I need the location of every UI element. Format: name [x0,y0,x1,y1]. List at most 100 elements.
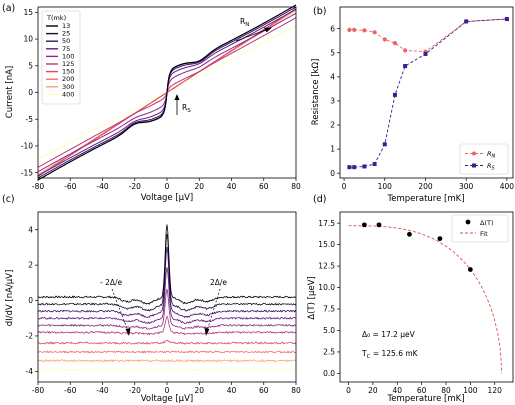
didv-xlabel: Voltage [μV] [141,394,193,404]
gap-point [376,222,382,228]
iv-ytick-label: 15 [23,8,33,17]
didv-series-9 [37,367,297,372]
iv-legend-label-150: 150 [62,68,74,76]
resistance-legend-label-S: RS [487,162,496,172]
resistance-xtick-label: 100 [378,182,393,191]
gap-point [467,267,473,272]
iv-legend-label-200: 200 [62,75,74,83]
gap-xlabel: Temperature [mK] [386,394,464,404]
rn-label: RN [240,17,249,28]
didv-series-1 [37,233,297,312]
didv-xtick-label: -20 [129,386,141,395]
gap-line-right [206,288,221,332]
resistance-legend-entries: RN RS [465,150,496,172]
resistance-plot-area [347,16,509,170]
resistance-ytick-label: 1 [330,145,335,154]
gap-plot-area [348,222,502,374]
resistance-xtick-label: 0 [342,182,347,191]
gap-arrow-right [204,328,210,336]
iv-plot-area [37,4,297,181]
didv-xtick-label: 80 [291,386,301,395]
iv-ytick-label: -5 [26,115,34,124]
iv-xtick-label: 40 [227,182,237,191]
iv-legend-label-300: 300 [62,83,74,91]
iv-xtick-label: -40 [96,182,108,191]
didv-ytick-label: 2 [28,261,33,270]
didv-xtick-label: 40 [227,386,237,395]
iv-series-13 [37,4,297,181]
didv-ytick-label: -2 [26,332,34,341]
rn-arrow-head [264,27,272,33]
gap-xtick-label: 100 [463,386,478,395]
didv-plot-area [37,224,297,372]
resistance-line-N [349,18,507,53]
gap-arrow-left [125,328,131,336]
iv-ytick-label: -15 [21,168,33,177]
iv-xtick-label: -20 [129,182,141,191]
resistance-point-S [504,17,509,22]
delta0-text: Δ₀ = 17.2 μeV [362,330,416,339]
iv-legend-label-50: 50 [62,37,70,45]
didv-xtick-label: 60 [259,386,269,395]
iv-xtick-label: 60 [259,182,269,191]
gap-legend-label-points: Δ(T) [480,219,494,227]
gap-ytick-label: 15.0 [318,240,335,249]
didv-ylabel: dI/dV [nA/μV] [5,270,15,327]
rs-annotation: RS [174,94,191,115]
resistance-point-S [352,165,357,170]
didv-series-5 [37,315,297,336]
panel-label-b: (b) [313,6,326,17]
resistance-legend-box [459,143,509,175]
didv-series-6 [37,339,297,345]
resistance-point-N [362,28,367,33]
panel-label-d: (d) [313,194,326,205]
rn-arrow-line [235,28,269,42]
gap-ticks: 0 20 40 60 80 100 120 0.0 2.5 5.0 7.5 10.0 12.5 15.0 1… [318,219,502,395]
iv-legend-label-75: 75 [62,45,70,53]
gap-ytick-label: 10.0 [318,283,335,292]
iv-legend-label-125: 125 [62,60,74,68]
resistance-point-S [362,164,367,169]
gap-legend-marker [465,219,471,225]
gap-ytick-label: 17.5 [318,219,335,228]
resistance-xtick-label: 300 [459,182,474,191]
resistance-point-N [347,27,352,32]
gap-ytick-label: 12.5 [318,262,335,271]
resistance-legend-marker-S [472,163,476,168]
panel-label-c: (c) [2,194,15,205]
iv-legend-label-13: 13 [62,22,70,30]
iv-ticks: -80 -60 -40 -20 0 20 40 60 80 -15 -10 -5 0 5 10 15 [21,8,301,191]
resistance-point-N [382,37,387,42]
didv-ytick-label: 4 [28,225,33,234]
didv-xtick-label: 20 [194,386,204,395]
resistance-ytick-label: 2 [330,121,335,130]
gap-annotations: - 2Δ/e 2Δ/e [100,278,227,336]
resistance-point-N [392,41,398,46]
resistance-ytick-label: 3 [330,97,335,106]
gap-legend-entries: Δ(T) Fit [460,219,494,238]
iv-legend-label-100: 100 [62,52,74,60]
resistance-frame [339,6,514,179]
chart-iv: -80 -60 -40 -20 0 20 40 60 80 -15 -10 -5 0 5 10 15 Volt… [5,4,301,203]
resistance-line-S [349,18,507,168]
iv-ytick-label: 10 [23,35,33,44]
gap-xtick-label: 120 [488,386,503,395]
iv-legend-label-400: 400 [62,90,74,98]
didv-xtick-label: -40 [96,386,108,395]
gap-legend-label-fit: Fit [480,230,488,238]
resistance-ytick-label: 6 [330,24,335,33]
gap-xtick-label: 0 [346,386,351,395]
iv-xtick-label: 20 [194,182,204,191]
gap-xtick-label: 20 [368,386,378,395]
didv-xtick-label: -60 [64,386,76,395]
didv-series-7 [37,350,297,354]
didv-series-0 [37,224,297,305]
gap-label-right: 2Δ/e [210,278,227,287]
gap-legend: Δ(T) Fit [451,214,509,243]
resistance-point-S [382,142,387,147]
iv-legend-label-25: 25 [62,30,70,38]
rn-annotation: RN [235,17,272,42]
